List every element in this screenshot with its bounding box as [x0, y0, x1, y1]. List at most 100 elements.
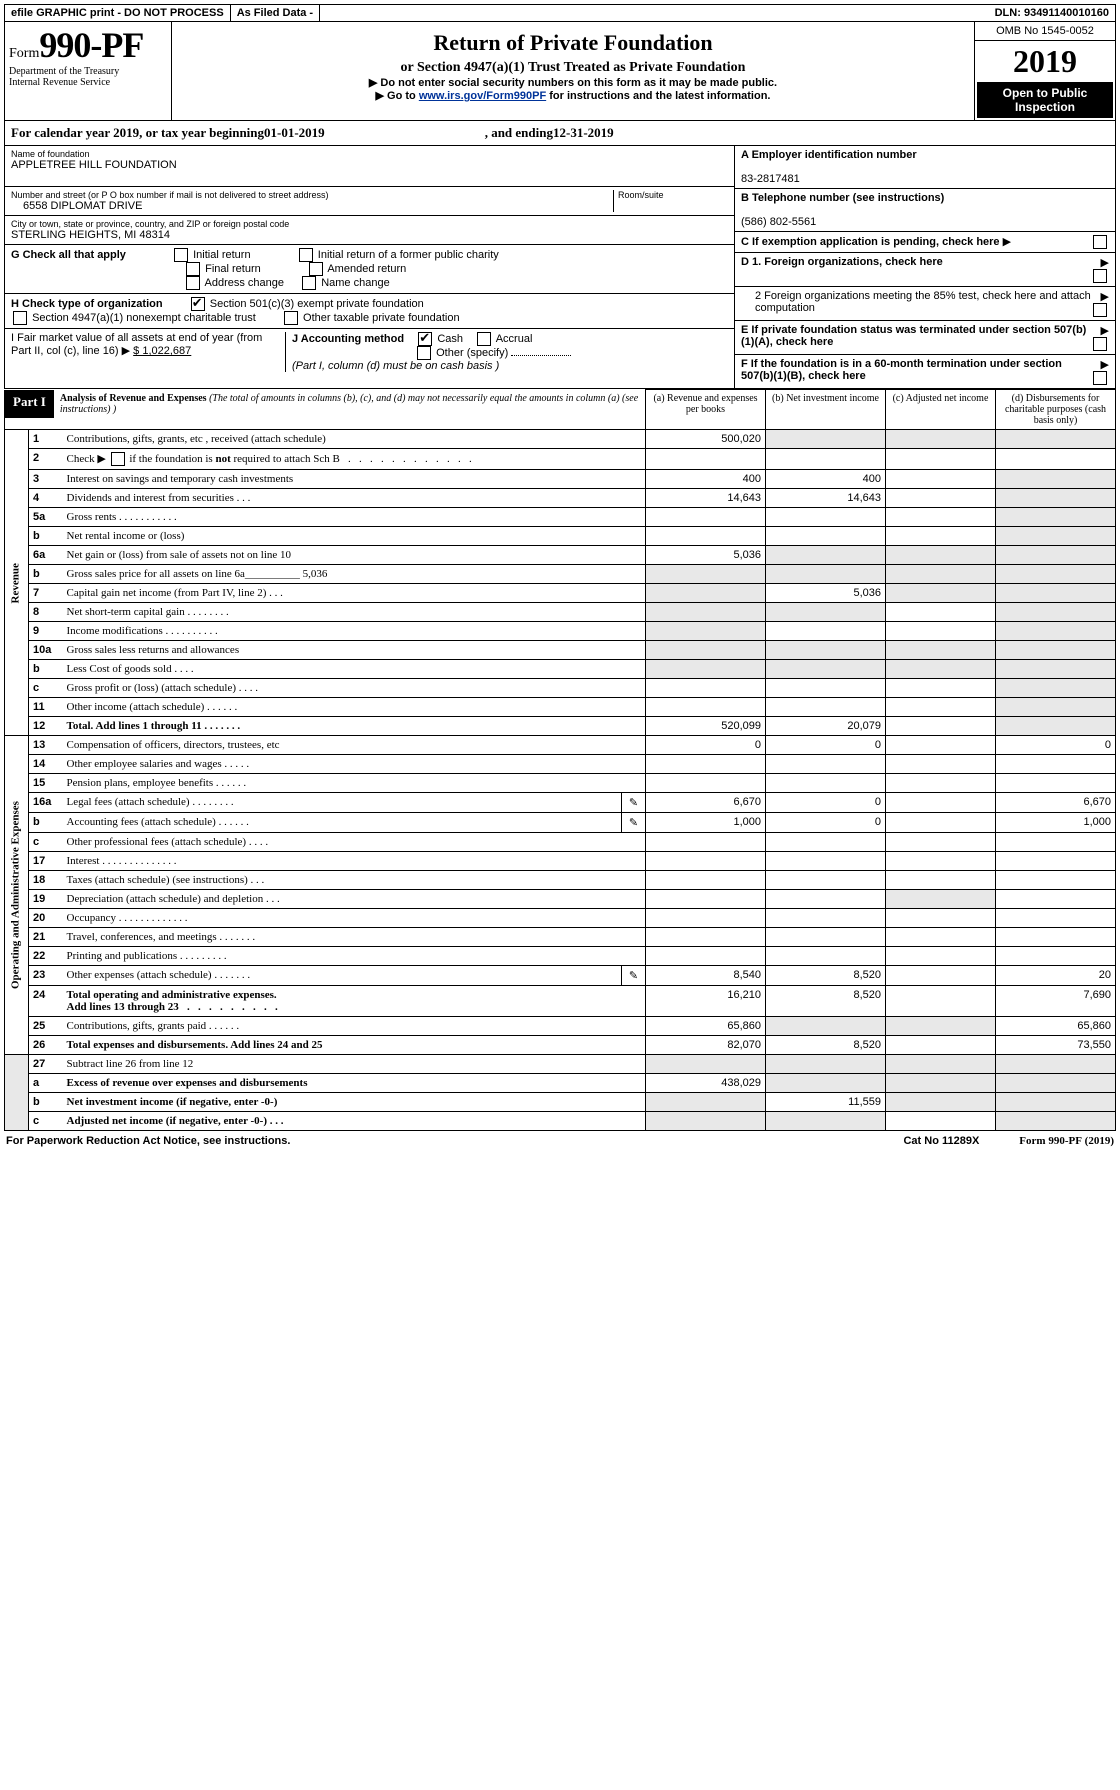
lineno: 11: [29, 698, 63, 717]
table-row: 8 Net short-term capital gain . . . . . …: [5, 603, 1116, 622]
col-b: 14,643: [766, 489, 886, 508]
form-no-big: 990-PF: [39, 25, 143, 65]
line-desc: Interest . . . . . . . . . . . . . .: [63, 852, 646, 871]
address-change-checkbox[interactable]: [186, 276, 200, 290]
lineno: 13: [29, 736, 63, 755]
status-terminated-checkbox[interactable]: [1093, 337, 1107, 351]
foreign-org-checkbox[interactable]: [1093, 269, 1107, 283]
lineno: a: [29, 1074, 63, 1093]
revenue-vlabel: Revenue: [5, 430, 29, 736]
other-taxable-checkbox[interactable]: [284, 311, 298, 325]
table-row: b Accounting fees (attach schedule) . . …: [5, 813, 1116, 833]
asfiled-label: As Filed Data -: [231, 5, 320, 21]
j-block: J Accounting method Cash Accrual Other (…: [286, 332, 728, 372]
attachment-icon[interactable]: ✎: [629, 797, 638, 809]
lineno: 19: [29, 890, 63, 909]
dln: DLN: 93491140010160: [989, 5, 1115, 21]
f-cell: F If the foundation is in a 60-month ter…: [735, 355, 1115, 388]
city-value: STERLING HEIGHTS, MI 48314: [11, 229, 728, 241]
85pct-checkbox[interactable]: [1093, 303, 1107, 317]
line-desc: Total. Add lines 1 through 11 . . . . . …: [63, 717, 646, 736]
footer-left: For Paperwork Reduction Act Notice, see …: [6, 1135, 863, 1147]
page-footer: For Paperwork Reduction Act Notice, see …: [4, 1131, 1116, 1147]
line-desc: Other expenses (attach schedule) . . . .…: [63, 966, 622, 986]
calendar-year-row: For calendar year 2019, or tax year begi…: [4, 121, 1116, 146]
accrual-checkbox[interactable]: [477, 332, 491, 346]
cal-end: 12-31-2019: [553, 125, 614, 141]
table-row: 18 Taxes (attach schedule) (see instruct…: [5, 871, 1116, 890]
table-row: b Gross sales price for all assets on li…: [5, 565, 1116, 584]
table-row: Revenue 1 Contributions, gifts, grants, …: [5, 430, 1116, 449]
e-cell: E If private foundation status was termi…: [735, 321, 1115, 355]
form-subtitle: or Section 4947(a)(1) Trust Treated as P…: [176, 60, 970, 76]
lineno: 9: [29, 622, 63, 641]
col-d: 73,550: [996, 1036, 1116, 1055]
part1-tag: Part I: [5, 390, 54, 418]
amended-return-checkbox[interactable]: [309, 262, 323, 276]
table-row: b Less Cost of goods sold . . . .: [5, 660, 1116, 679]
line-desc: Interest on savings and temporary cash i…: [63, 470, 646, 489]
name-change-checkbox[interactable]: [302, 276, 316, 290]
lineno: 23: [29, 966, 63, 986]
other-method-checkbox[interactable]: [417, 346, 431, 360]
table-row: 23 Other expenses (attach schedule) . . …: [5, 966, 1116, 986]
name-label: Name of foundation: [11, 149, 728, 159]
cal-begin: 01-01-2019: [264, 125, 325, 141]
table-row: 4 Dividends and interest from securities…: [5, 489, 1116, 508]
60month-checkbox[interactable]: [1093, 371, 1107, 385]
501c3-checkbox[interactable]: [191, 297, 205, 311]
cash-checkbox[interactable]: [418, 332, 432, 346]
j-note: (Part I, column (d) must be on cash basi…: [292, 360, 499, 372]
line-desc: Excess of revenue over expenses and disb…: [63, 1074, 646, 1093]
part1-title: Analysis of Revenue and Expenses: [60, 393, 207, 404]
table-row: c Gross profit or (loss) (attach schedul…: [5, 679, 1116, 698]
g-o5: Address change: [205, 277, 285, 289]
identity-block: Name of foundation APPLETREE HILL FOUNDA…: [4, 146, 1116, 389]
col-c-header: (c) Adjusted net income: [886, 390, 996, 430]
table-row: 7 Capital gain net income (from Part IV,…: [5, 584, 1116, 603]
h-block: H Check type of organization Section 501…: [5, 294, 734, 329]
line-desc: Contributions, gifts, grants, etc , rece…: [63, 430, 646, 449]
former-charity-checkbox[interactable]: [299, 248, 313, 262]
4947-checkbox[interactable]: [13, 311, 27, 325]
initial-return-checkbox[interactable]: [174, 248, 188, 262]
c-label: C If exemption application is pending, c…: [741, 236, 1000, 248]
c-cell: C If exemption application is pending, c…: [735, 232, 1115, 253]
line-desc: Check ▶ if the foundation is not require…: [63, 449, 646, 470]
table-row: 25 Contributions, gifts, grants paid . .…: [5, 1017, 1116, 1036]
line-desc: Accounting fees (attach schedule) . . . …: [63, 813, 622, 833]
form-number: Form990-PF: [9, 24, 167, 66]
header-mid: Return of Private Foundation or Section …: [172, 22, 975, 120]
lineno: 24: [29, 986, 63, 1017]
attachment-icon[interactable]: ✎: [629, 970, 638, 982]
line-desc: Occupancy . . . . . . . . . . . . .: [63, 909, 646, 928]
lineno: b: [29, 1093, 63, 1112]
attachment-icon[interactable]: ✎: [629, 817, 638, 829]
city-label: City or town, state or province, country…: [11, 219, 728, 229]
header-right: OMB No 1545-0052 2019 Open to Public Ins…: [975, 22, 1115, 120]
open-inspection-box: Open to Public Inspection: [977, 82, 1113, 118]
final-return-checkbox[interactable]: [186, 262, 200, 276]
exemption-pending-checkbox[interactable]: [1093, 235, 1107, 249]
table-row: 19 Depreciation (attach schedule) and de…: [5, 890, 1116, 909]
identity-left: Name of foundation APPLETREE HILL FOUNDA…: [5, 146, 735, 388]
sch-b-checkbox[interactable]: [111, 452, 125, 466]
efile-label: efile GRAPHIC print - DO NOT PROCESS: [5, 5, 231, 21]
col-d: 0: [996, 736, 1116, 755]
lineno: b: [29, 660, 63, 679]
form-header: Form990-PF Department of the Treasury In…: [4, 22, 1116, 121]
h-o3: Other taxable private foundation: [303, 312, 460, 324]
line-desc: Capital gain net income (from Part IV, l…: [63, 584, 646, 603]
dln-value: 93491140010160: [1024, 7, 1109, 19]
ein-label: A Employer identification number: [741, 149, 917, 161]
foundation-name: APPLETREE HILL FOUNDATION: [11, 159, 728, 171]
fmv-value: $ 1,022,687: [133, 345, 191, 357]
col-b: 11,559: [766, 1093, 886, 1112]
name-cell: Name of foundation APPLETREE HILL FOUNDA…: [5, 146, 734, 187]
ein-cell: A Employer identification number 83-2817…: [735, 146, 1115, 189]
footer-right: Form 990-PF (2019): [1019, 1135, 1114, 1147]
table-row: 12 Total. Add lines 1 through 11 . . . .…: [5, 717, 1116, 736]
table-row: 27 Subtract line 26 from line 12: [5, 1055, 1116, 1074]
irs-link[interactable]: www.irs.gov/Form990PF: [419, 90, 546, 102]
lineno: b: [29, 813, 63, 833]
